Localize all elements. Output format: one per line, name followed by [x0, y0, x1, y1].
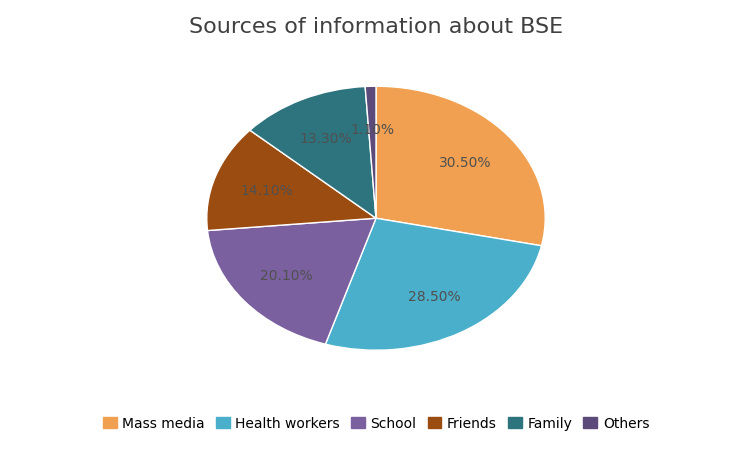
Text: 13.30%: 13.30% [299, 131, 352, 145]
Wedge shape [376, 87, 545, 246]
Wedge shape [326, 219, 541, 350]
Text: 20.10%: 20.10% [260, 268, 313, 282]
Text: 28.50%: 28.50% [408, 289, 460, 303]
Legend: Mass media, Health workers, School, Friends, Family, Others: Mass media, Health workers, School, Frie… [97, 410, 655, 436]
Text: 1.10%: 1.10% [350, 122, 394, 136]
Wedge shape [207, 131, 376, 231]
Wedge shape [208, 219, 376, 345]
Title: Sources of information about BSE: Sources of information about BSE [189, 18, 563, 37]
Wedge shape [365, 87, 376, 219]
Text: 14.10%: 14.10% [241, 184, 293, 198]
Text: 30.50%: 30.50% [439, 156, 492, 170]
Wedge shape [250, 87, 376, 219]
